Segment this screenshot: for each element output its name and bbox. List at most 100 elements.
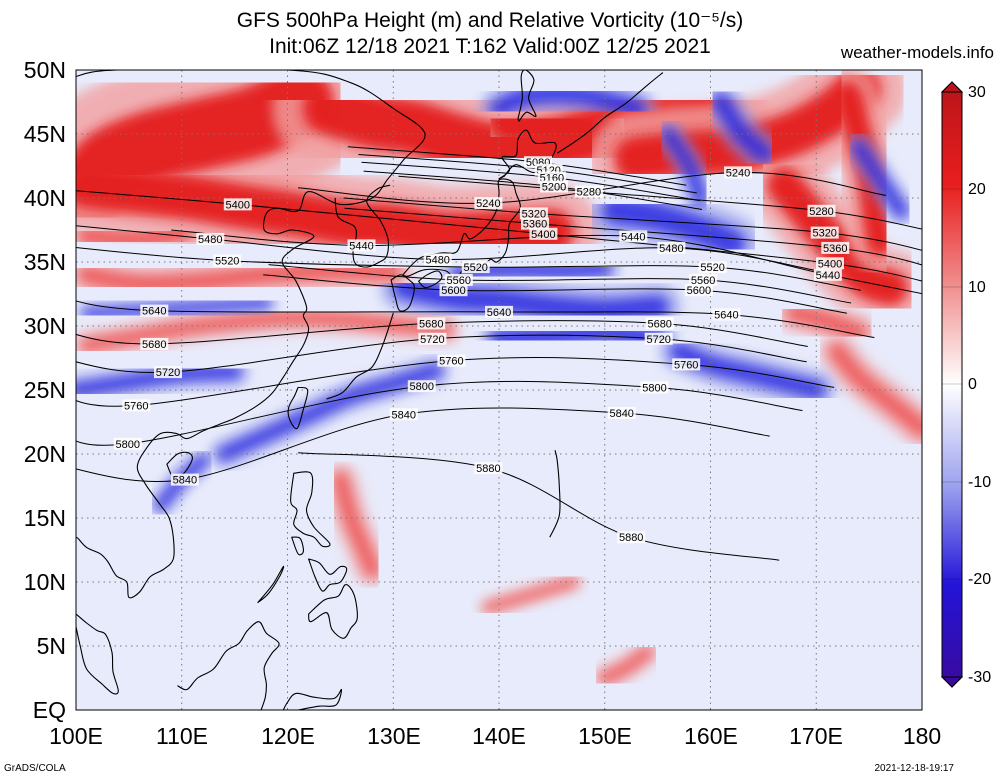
colorbar-tick-neg30: -30	[968, 669, 992, 686]
negative-vorticity-area	[217, 364, 443, 461]
colorbar-tick-10: 10	[968, 279, 986, 296]
contour-label: 5440	[621, 231, 645, 243]
contour-label-bg	[407, 380, 436, 393]
positive-vorticity-area	[79, 311, 453, 352]
lat-label-50n: 50N	[23, 57, 66, 83]
lat-label-5n: 5N	[36, 633, 66, 659]
negative-vorticity-area	[661, 127, 707, 205]
lon-label-140e: 140E	[472, 723, 526, 749]
contour-label: 5640	[714, 310, 738, 322]
height-contour-line	[344, 207, 922, 266]
graticule	[76, 70, 922, 710]
grads-credit: GrADS/COLA	[4, 763, 66, 774]
contour-label: 5400	[226, 199, 250, 211]
contour-label: 5840	[609, 408, 633, 420]
colorbar-tick-neg20: -20	[968, 571, 992, 588]
coastline-hokkaido	[498, 129, 557, 180]
site-credit[interactable]: weather-models.info	[840, 43, 994, 62]
contour-labels: 5080512051605200524052405280528053205320…	[113, 156, 850, 544]
height-contour-line	[171, 229, 922, 295]
contour-label: 5480	[659, 243, 683, 255]
contour-label-bg	[140, 304, 169, 317]
contour-label-bg	[474, 197, 503, 210]
contour-label: 5880	[476, 463, 500, 475]
height-contour-line	[298, 171, 887, 204]
contour-label: 5720	[646, 334, 670, 346]
height-contour-line	[398, 175, 922, 230]
negative-vorticity-area	[82, 298, 271, 318]
contour-label-bg	[645, 317, 674, 330]
contour-label-bg	[474, 462, 503, 475]
negative-vorticity-area	[669, 342, 826, 399]
contour-label: 5720	[420, 334, 444, 346]
contour-label-bg	[423, 253, 452, 266]
contour-label: 5440	[349, 240, 373, 252]
coastline-sakhalin	[517, 70, 537, 122]
positive-vorticity-area	[483, 577, 578, 613]
lat-label-35n: 35N	[23, 249, 66, 275]
contour-label-bg	[444, 273, 473, 286]
coastline-asia-mainland	[76, 70, 426, 599]
coastline-visayas	[308, 558, 348, 592]
contour-label-bg	[213, 254, 242, 267]
contour-label-bg	[619, 230, 648, 243]
contour-label: 5320	[812, 228, 836, 240]
contour-label-bg	[640, 381, 669, 394]
coastline-shikoku	[418, 270, 443, 289]
contour-label: 5760	[674, 359, 698, 371]
lat-label-30n: 30N	[23, 313, 66, 339]
contour-label-bg	[821, 241, 850, 254]
contour-label: 5680	[142, 339, 166, 351]
contour-label-bg	[684, 284, 713, 297]
contour-label: 5800	[642, 382, 666, 394]
negative-vorticity-area	[490, 85, 646, 118]
lat-label-25n: 25N	[23, 377, 66, 403]
contour-label-bg	[813, 268, 842, 281]
contour-label: 5200	[542, 182, 566, 194]
contour-label-bg	[521, 217, 549, 230]
coastline-ryukyu	[326, 313, 394, 400]
chart-subtitle: Init:06Z 12/18 2021 T:162 Valid:00Z 12/2…	[269, 35, 711, 58]
generated-timestamp: 2021-12-18-19:17	[874, 763, 954, 774]
lon-label-150e: 150E	[578, 723, 632, 749]
contour-label-bg	[810, 226, 839, 239]
contour-label: 5760	[439, 356, 463, 368]
contour-label: 5360	[823, 243, 847, 255]
contour-label: 5560	[691, 275, 715, 287]
lon-label-160e: 160E	[684, 723, 738, 749]
contour-label: 5840	[173, 475, 197, 487]
colorbar-tick-0: 0	[968, 376, 977, 393]
contour-label: 5880	[619, 532, 643, 544]
negative-vorticity-area	[490, 323, 667, 348]
contour-label: 5480	[425, 254, 449, 266]
positive-vorticity-area	[76, 162, 575, 257]
lat-label-15n: 15N	[23, 505, 66, 531]
coastline-sulawesi	[282, 688, 342, 710]
contour-label-bg	[439, 284, 468, 297]
contour-label-bg	[712, 308, 741, 321]
contour-label-bg	[617, 531, 646, 544]
coastline-mindoro	[291, 536, 304, 556]
contour-label-bg	[389, 408, 418, 421]
contour-label: 5680	[419, 318, 443, 330]
lon-label-180: 180	[902, 723, 942, 749]
contour-label-bg	[529, 227, 558, 240]
coastline-palawan	[257, 565, 285, 604]
contour-label-bg	[154, 366, 182, 379]
contour-label: 5640	[487, 307, 511, 319]
positive-vorticity-area	[332, 471, 381, 578]
contour-label-bg	[485, 305, 513, 318]
contour-label-bg	[140, 337, 169, 350]
contour-label-bg	[437, 354, 466, 367]
contour-label: 5800	[410, 381, 434, 393]
lon-label-110e: 110E	[155, 723, 208, 749]
contour-label: 5280	[809, 206, 833, 218]
height-contour-line	[268, 264, 852, 304]
contour-label: 5280	[577, 187, 601, 199]
negative-vorticity-area	[392, 276, 669, 322]
contour-label-bg	[644, 332, 673, 345]
coastline-taiwan	[287, 386, 309, 430]
lat-label-10n: 10N	[23, 569, 66, 595]
height-contour-line	[298, 452, 780, 561]
contour-label-bg	[196, 233, 225, 245]
